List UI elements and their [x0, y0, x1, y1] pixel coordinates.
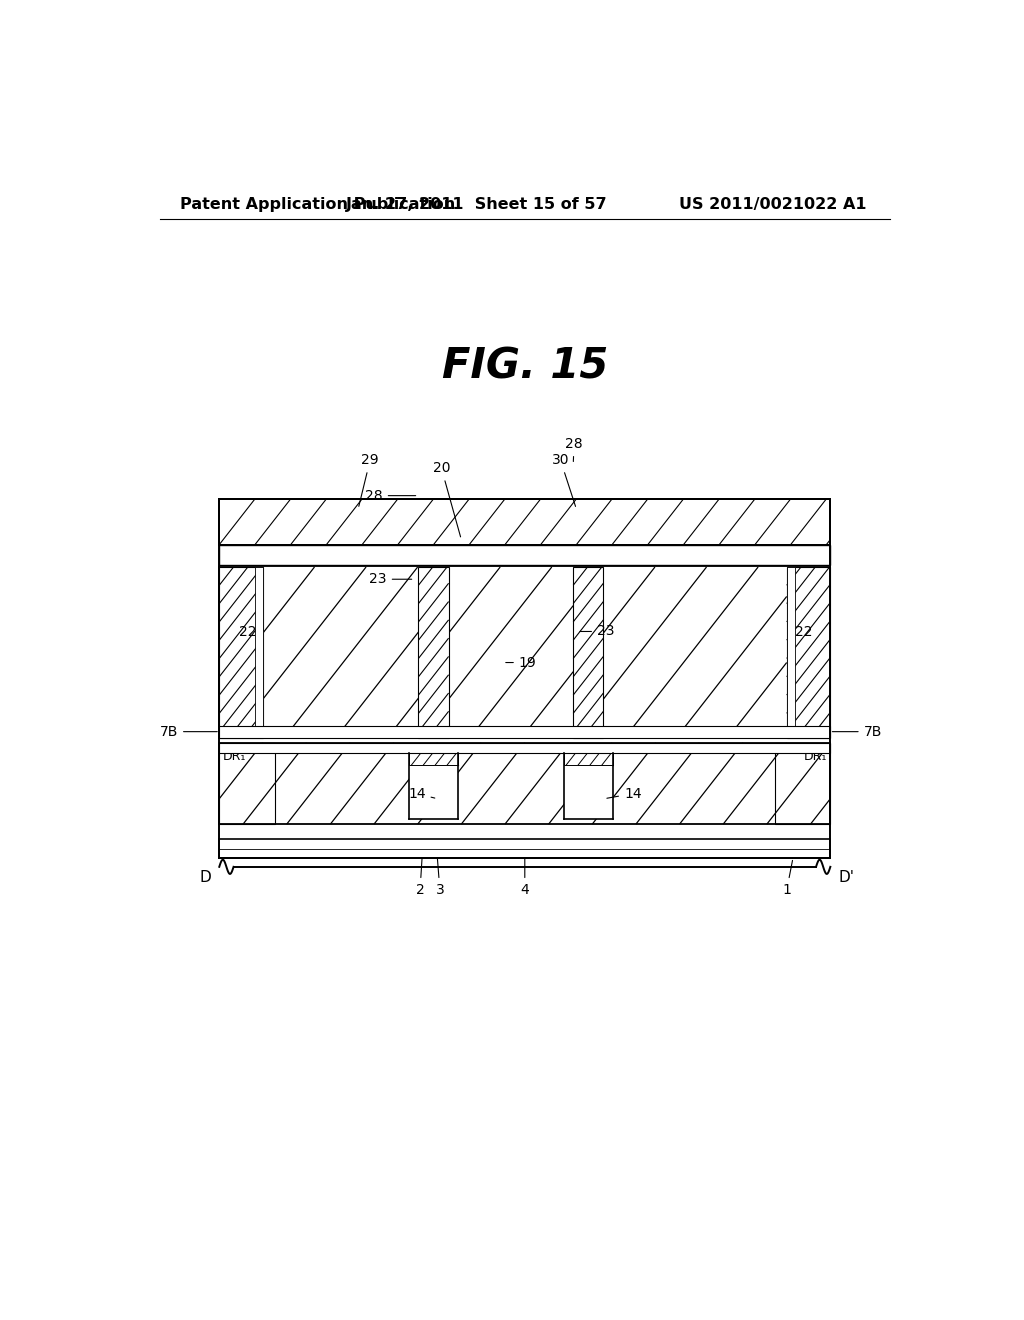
Text: 28: 28: [565, 437, 583, 462]
Text: 30: 30: [552, 453, 575, 507]
Bar: [219, 726, 830, 738]
Bar: [219, 568, 263, 738]
Text: US 2011/0021022 A1: US 2011/0021022 A1: [679, 197, 866, 211]
Text: 28: 28: [366, 488, 416, 503]
Text: D: D: [200, 870, 211, 884]
Bar: [409, 752, 458, 766]
Bar: [419, 568, 449, 738]
Bar: [409, 752, 458, 818]
Bar: [573, 568, 603, 738]
Bar: [603, 568, 786, 738]
Text: Jan. 27, 2011  Sheet 15 of 57: Jan. 27, 2011 Sheet 15 of 57: [346, 197, 608, 211]
Bar: [219, 743, 274, 824]
Bar: [786, 568, 795, 738]
Text: 22: 22: [795, 626, 812, 639]
Text: 3: 3: [435, 842, 444, 898]
Text: 14: 14: [408, 787, 435, 801]
Text: 1: 1: [782, 861, 793, 898]
Text: 20: 20: [433, 462, 461, 537]
Text: DR₁: DR₁: [804, 750, 827, 763]
Bar: [563, 752, 613, 766]
Bar: [775, 743, 830, 824]
Text: 22: 22: [240, 626, 257, 639]
Bar: [563, 752, 613, 818]
Text: DR₁: DR₁: [222, 750, 246, 763]
Text: 7B: 7B: [160, 725, 217, 739]
Bar: [409, 752, 458, 766]
Bar: [219, 743, 830, 824]
Bar: [786, 568, 830, 738]
Bar: [449, 568, 573, 738]
Text: 14: 14: [607, 787, 642, 801]
Bar: [219, 840, 830, 858]
Bar: [219, 499, 830, 545]
Bar: [563, 752, 613, 766]
Text: FIG. 15: FIG. 15: [441, 346, 608, 388]
Text: 23: 23: [580, 624, 614, 639]
Bar: [786, 568, 830, 738]
Bar: [255, 568, 263, 738]
Text: 2: 2: [416, 842, 424, 898]
Bar: [219, 499, 830, 545]
Text: 4: 4: [520, 842, 529, 898]
Text: 7B: 7B: [833, 725, 882, 739]
Bar: [219, 743, 830, 752]
Bar: [263, 568, 419, 738]
Bar: [419, 568, 449, 738]
Text: 29: 29: [358, 453, 379, 507]
Text: D': D': [839, 870, 854, 884]
Bar: [573, 568, 603, 738]
Bar: [219, 568, 830, 738]
Bar: [219, 545, 830, 565]
Text: 23: 23: [370, 573, 412, 586]
Text: 19: 19: [506, 656, 537, 669]
Bar: [219, 568, 263, 738]
Text: Patent Application Publication: Patent Application Publication: [179, 197, 455, 211]
